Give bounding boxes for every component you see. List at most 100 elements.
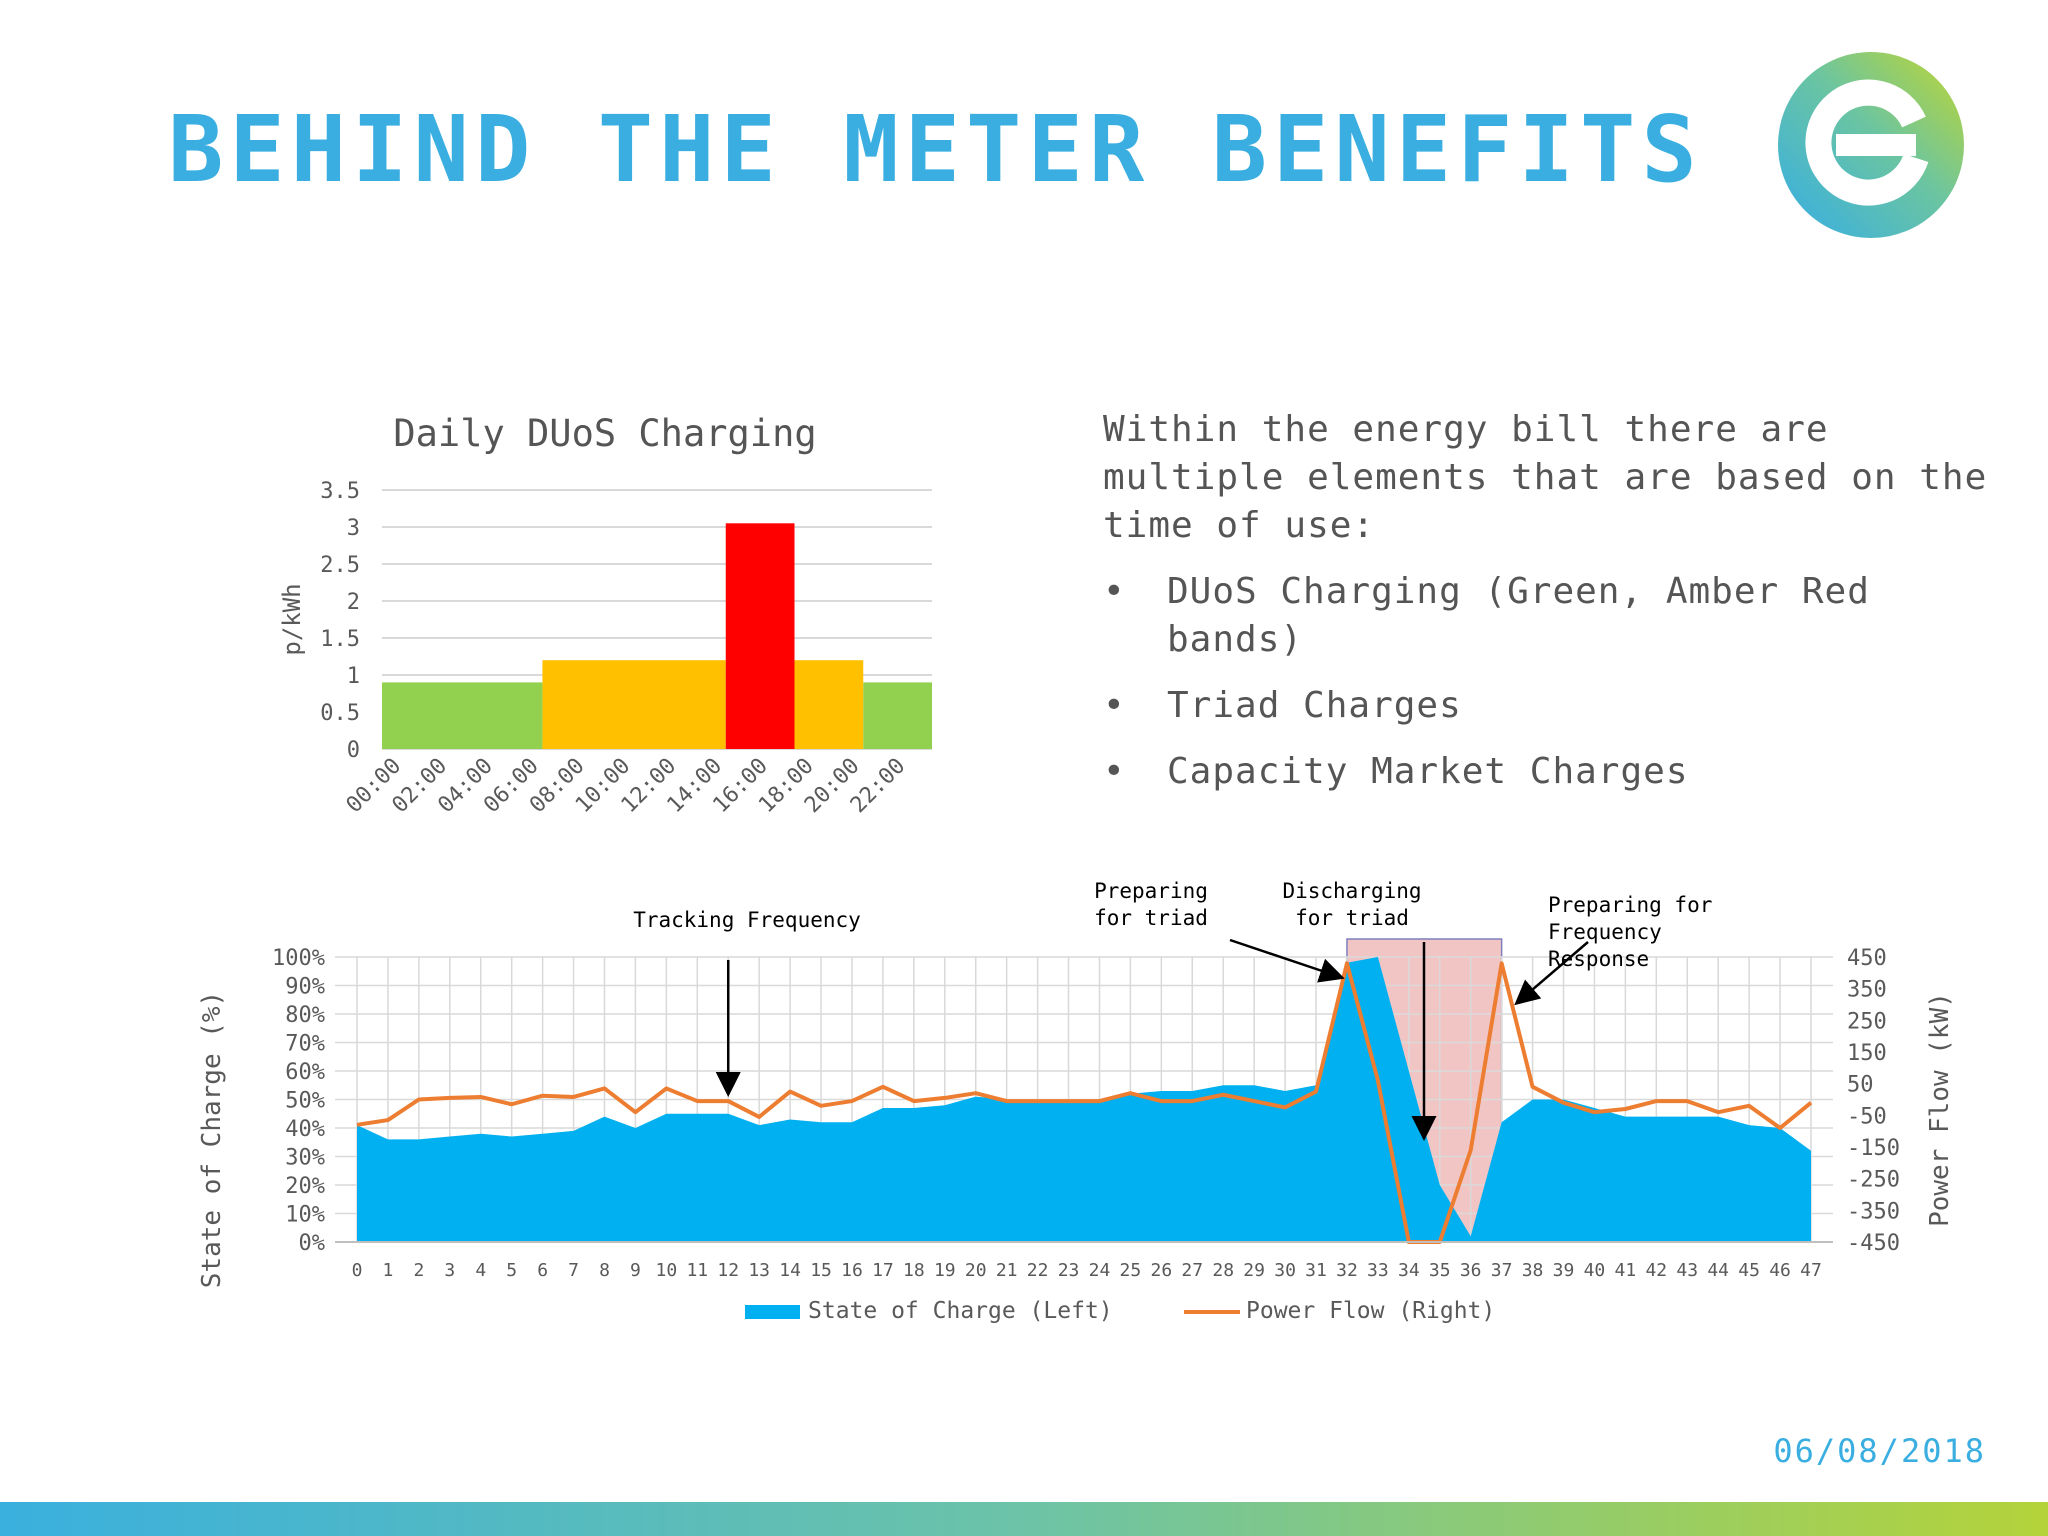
x-tick-label: 22 xyxy=(1027,1260,1049,1281)
bullet-list: • DUoS Charging (Green, Amber Red bands) … xyxy=(1103,568,2003,814)
right-y-tick-label: -150 xyxy=(1847,1136,1900,1161)
x-tick-label: 21 xyxy=(996,1260,1018,1281)
right-y-tick-label: -250 xyxy=(1847,1168,1900,1193)
x-tick-label: 14 xyxy=(779,1260,801,1281)
x-tick-label: 16 xyxy=(841,1260,863,1281)
left-y-tick-label: 50% xyxy=(285,1089,325,1114)
annotation-preparing-triad: Preparing for triad xyxy=(1094,879,1208,930)
left-y-tick-label: 0% xyxy=(299,1231,326,1256)
duos-band-bar xyxy=(725,523,795,749)
right-y-tick-label: 350 xyxy=(1847,978,1887,1003)
x-tick-label: 34 xyxy=(1398,1260,1420,1281)
bullet-capacity: • Capacity Market Charges xyxy=(1103,748,2003,796)
y-tick-label: 0.5 xyxy=(320,701,360,726)
right-y-tick-label: 450 xyxy=(1847,946,1887,971)
x-tick-label: 8 xyxy=(599,1260,610,1281)
annotation-tracking-frequency: Tracking Frequency xyxy=(633,908,861,932)
slide-title: BEHIND THE METER BENEFITS xyxy=(168,96,1703,203)
annotation-line: for triad xyxy=(1295,906,1409,930)
right-y-axis-label: Power Flow (kW) xyxy=(1925,992,1955,1227)
x-tick-label: 35 xyxy=(1429,1260,1451,1281)
right-y-tick-label: -50 xyxy=(1847,1104,1887,1129)
duos-band-bar xyxy=(863,682,932,749)
right-y-tick-label: 50 xyxy=(1847,1073,1874,1098)
x-tick-label: 42 xyxy=(1645,1260,1667,1281)
x-tick-label: 44 xyxy=(1707,1260,1729,1281)
left-y-tick-label: 10% xyxy=(285,1203,325,1228)
x-tick-label: 15 xyxy=(810,1260,832,1281)
left-y-tick-label: 60% xyxy=(285,1060,325,1085)
x-tick-label: 47 xyxy=(1800,1260,1822,1281)
x-tick-label: 27 xyxy=(1181,1260,1203,1281)
left-y-tick-label: 40% xyxy=(285,1117,325,1142)
x-tick-label: 12 xyxy=(717,1260,739,1281)
x-tick-label: 18 xyxy=(903,1260,925,1281)
legend-soc-label: State of Charge (Left) xyxy=(808,1298,1113,1324)
annotation-line: Response xyxy=(1548,947,1649,971)
right-y-tick-label: -350 xyxy=(1847,1199,1900,1224)
x-tick-label: 0 xyxy=(352,1260,363,1281)
x-tick-label: 36 xyxy=(1460,1260,1482,1281)
left-y-tick-label: 80% xyxy=(285,1003,325,1028)
y-tick-label: 3 xyxy=(347,516,360,541)
x-tick-label: 23 xyxy=(1058,1260,1080,1281)
x-tick-label: 40 xyxy=(1584,1260,1606,1281)
x-tick-label: 41 xyxy=(1615,1260,1637,1281)
footer-gradient-bar xyxy=(0,1502,2048,1536)
bullet-dot-icon: • xyxy=(1103,571,1126,612)
annotation-line: Tracking Frequency xyxy=(633,908,861,932)
x-tick-label: 24 xyxy=(1089,1260,1111,1281)
legend-soc-swatch xyxy=(745,1305,800,1319)
annotation-line: Preparing xyxy=(1094,879,1208,903)
legend-power-label: Power Flow (Right) xyxy=(1246,1298,1495,1324)
right-y-tick-label: 250 xyxy=(1847,1009,1887,1034)
battery-chart: 0% 10% 20% 30% 40% 50% 60% 70% 80% 90% 100% -450 -35… xyxy=(197,879,1955,1324)
x-tick-label: 43 xyxy=(1676,1260,1698,1281)
duos-band-bar xyxy=(382,682,543,749)
x-tick-label: 9 xyxy=(630,1260,641,1281)
x-tick-label: 19 xyxy=(934,1260,956,1281)
x-tick-label: 31 xyxy=(1305,1260,1327,1281)
bullet-dot-icon: • xyxy=(1103,751,1126,792)
x-tick-label: 6 xyxy=(537,1260,548,1281)
left-y-tick-label: 90% xyxy=(285,975,325,1000)
left-y-tick-label: 20% xyxy=(285,1174,325,1199)
slide-date: 06/08/2018 xyxy=(1773,1432,1986,1470)
right-y-tick-label: -450 xyxy=(1847,1231,1900,1256)
bullet-text: DUoS Charging (Green, Amber Red bands) xyxy=(1167,571,1870,660)
y-axis-label: p/kWh xyxy=(278,583,306,655)
x-tick-label: 30 xyxy=(1274,1260,1296,1281)
x-tick-label: 38 xyxy=(1522,1260,1544,1281)
e-logo-icon xyxy=(1776,50,1966,240)
annotation-arrow xyxy=(1514,941,1589,1006)
x-tick-label: 7 xyxy=(568,1260,579,1281)
bullet-text: Triad Charges xyxy=(1167,685,1462,726)
duos-chart-title: Daily DUoS Charging xyxy=(393,412,817,455)
x-tick-label: 2 xyxy=(413,1260,424,1281)
bullet-text: Capacity Market Charges xyxy=(1167,751,1689,792)
annotation-discharging-triad: Discharging for triad xyxy=(1282,879,1421,930)
x-tick-label: 10 xyxy=(656,1260,678,1281)
power-flow-line xyxy=(356,961,1813,1244)
x-tick-label: 37 xyxy=(1491,1260,1513,1281)
y-tick-label: 2 xyxy=(347,590,360,615)
left-y-tick-label: 30% xyxy=(285,1146,325,1171)
duos-band-bar xyxy=(542,660,726,749)
x-tick-label: 20 xyxy=(965,1260,987,1281)
x-tick-label: 1 xyxy=(383,1260,394,1281)
duos-chart: 00.511.522.533.500:0002:0004:0006:0008:0… xyxy=(278,479,932,818)
x-tick-label: 28 xyxy=(1212,1260,1234,1281)
x-tick-label: 25 xyxy=(1120,1260,1142,1281)
x-tick-label: 5 xyxy=(506,1260,517,1281)
bullet-duos: • DUoS Charging (Green, Amber Red bands) xyxy=(1103,568,2003,664)
x-tick-label: 32 xyxy=(1336,1260,1358,1281)
x-tick-label: 45 xyxy=(1738,1260,1760,1281)
right-y-tick-label: 150 xyxy=(1847,1041,1887,1066)
duos-band-bar xyxy=(794,660,864,749)
annotation-line: Discharging xyxy=(1282,879,1421,903)
x-tick-label: 39 xyxy=(1553,1260,1575,1281)
x-tick-label: 26 xyxy=(1150,1260,1172,1281)
annotation-line: Preparing for xyxy=(1548,893,1712,917)
x-tick-label: 13 xyxy=(748,1260,770,1281)
y-tick-label: 1 xyxy=(347,664,360,689)
